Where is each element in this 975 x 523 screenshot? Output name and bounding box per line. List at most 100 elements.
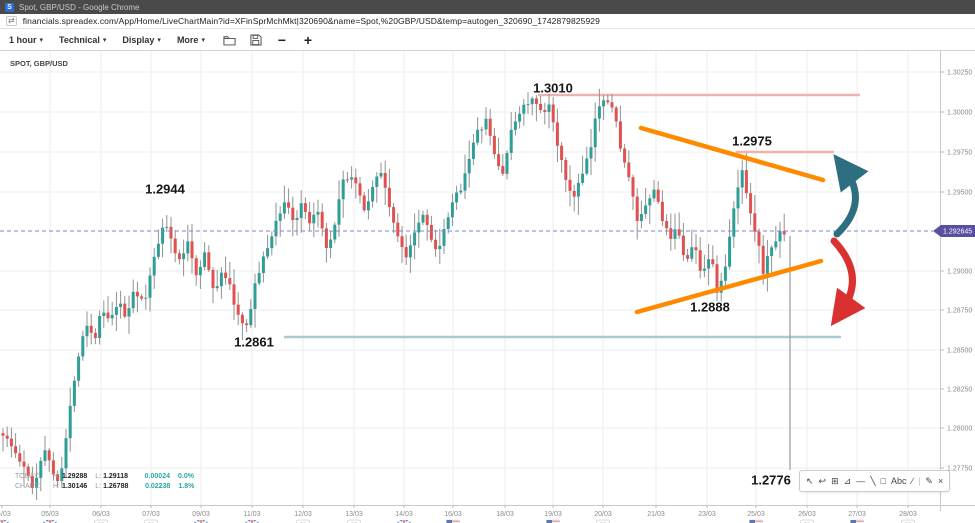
- candle-body: [774, 241, 778, 248]
- uk-flag-icon[interactable]: [193, 519, 209, 523]
- low-label: L:: [95, 473, 102, 480]
- open-chart-icon[interactable]: [223, 33, 237, 47]
- trendline[interactable]: [638, 125, 826, 183]
- candle-body: [778, 231, 782, 242]
- chart-high-value: 1.30146: [61, 483, 88, 490]
- more-dropdown[interactable]: More ▾: [177, 35, 205, 45]
- us-flag-icon[interactable]: [546, 519, 560, 523]
- candle-body: [513, 121, 517, 130]
- technical-dropdown-label: Technical: [59, 34, 100, 45]
- price-axis-tick: 1.30000: [947, 110, 972, 117]
- diagonal-line-icon[interactable]: ∕: [911, 476, 914, 486]
- candle-body: [593, 118, 597, 148]
- candle-body: [303, 203, 307, 212]
- candle-body: [387, 187, 391, 208]
- us-flag-icon[interactable]: [446, 519, 460, 523]
- save-chart-icon[interactable]: [249, 33, 263, 47]
- price-annotation-label[interactable]: 1.2776: [750, 471, 793, 489]
- text-icon[interactable]: Abc: [891, 476, 907, 486]
- us-flag-icon[interactable]: [850, 519, 864, 523]
- candle-body: [119, 303, 123, 307]
- candle-body: [249, 308, 253, 326]
- today-label: TODAY:: [15, 473, 41, 480]
- candle-body: [22, 461, 26, 467]
- candle-body: [56, 474, 60, 482]
- url-bar[interactable]: ⇄ financials.spreadex.com/App/Home/LiveC…: [0, 14, 975, 29]
- technical-dropdown[interactable]: Technical ▾: [59, 35, 106, 45]
- grid-icon[interactable]: ⊞: [831, 476, 839, 486]
- url-text[interactable]: financials.spreadex.com/App/Home/LiveCha…: [22, 16, 600, 26]
- candle-body: [753, 213, 757, 232]
- date-axis-tick: 28/03: [899, 511, 917, 518]
- candle-body: [413, 232, 417, 246]
- today-stats-row: TODAY: H: 1.29288 L: 1.29118 0.00024 0.0…: [15, 472, 194, 482]
- candle-body: [488, 118, 492, 136]
- candle-body: [585, 158, 589, 174]
- curve-icon[interactable]: ↩: [818, 476, 827, 486]
- tab-switcher-icon[interactable]: ⇄: [6, 16, 17, 26]
- candle-body: [467, 158, 471, 174]
- us-flag-icon[interactable]: [749, 519, 763, 523]
- candlestick-chart[interactable]: 1.2944 1.3010 1.2975 1.2888 1.2861 1.2776 1.30…: [0, 51, 975, 523]
- candle-body: [203, 252, 207, 267]
- rectangle-icon[interactable]: □: [880, 476, 887, 486]
- uk-flag-icon[interactable]: [396, 519, 412, 523]
- uk-flag-icon[interactable]: [0, 519, 10, 523]
- candle-body: [681, 235, 685, 255]
- candle-body: [665, 221, 669, 229]
- close-icon[interactable]: ×: [937, 476, 944, 486]
- zoom-in-icon[interactable]: +: [303, 31, 313, 48]
- price-annotation-label[interactable]: 1.2975: [731, 132, 774, 150]
- chart-area[interactable]: 1.2944 1.3010 1.2975 1.2888 1.2861 1.2776 1.30…: [0, 51, 975, 523]
- more-dropdown-label: More: [176, 34, 199, 45]
- candle-body: [459, 190, 463, 193]
- candle-body: [455, 192, 459, 203]
- candle-body: [333, 224, 337, 240]
- price-annotation-label[interactable]: 1.2944: [144, 180, 188, 198]
- date-axis-tick: 25/03: [747, 511, 765, 518]
- date-axis-tick: 20/03: [594, 511, 612, 518]
- caret-down-icon: ▾: [102, 36, 107, 44]
- trendline[interactable]: [634, 258, 824, 315]
- candle-body: [627, 162, 631, 178]
- date-axis-tick: 21/03: [647, 511, 665, 518]
- price-annotation-label[interactable]: 1.3010: [532, 79, 575, 97]
- segment-icon[interactable]: ╲: [870, 476, 876, 486]
- candle-body: [9, 438, 13, 447]
- price-annotation-label[interactable]: 1.2861: [233, 333, 276, 351]
- date-axis-tick: 23/03: [698, 511, 716, 518]
- pointer-icon[interactable]: ↖: [806, 476, 814, 486]
- date-axis-tick: 05/03: [41, 511, 59, 518]
- candle-body: [501, 166, 505, 174]
- bullish-curved-arrow[interactable]: [833, 154, 869, 238]
- date-axis-tick: 06/03: [92, 511, 110, 518]
- candle-body: [530, 98, 534, 105]
- candle-body: [211, 269, 215, 289]
- bearish-curved-arrow[interactable]: [830, 237, 866, 327]
- date-axis-tick: 11/03: [244, 511, 261, 518]
- pencil-icon[interactable]: ✎: [925, 476, 933, 486]
- candle-body: [228, 278, 232, 285]
- price-axis-tick: 1.30250: [947, 70, 972, 77]
- timeframe-dropdown[interactable]: 1 hour ▾: [9, 35, 43, 45]
- candle-body: [652, 189, 656, 199]
- candle-body: [509, 129, 513, 153]
- uk-flag-icon[interactable]: [244, 519, 260, 523]
- zoom-out-icon[interactable]: −: [277, 31, 287, 48]
- candle-body: [341, 179, 345, 200]
- horizontal-line-icon[interactable]: —: [856, 476, 866, 486]
- candle-body: [18, 453, 22, 462]
- candle-body: [497, 154, 501, 167]
- candle-body: [711, 259, 715, 265]
- trendline-icon[interactable]: ⊿: [843, 476, 852, 486]
- display-dropdown[interactable]: Display ▾: [122, 35, 161, 45]
- uk-flag-icon[interactable]: [42, 519, 58, 523]
- price-annotation-label[interactable]: 1.2888: [689, 298, 732, 316]
- candle-body: [782, 231, 786, 235]
- candle-body: [362, 195, 366, 211]
- candle-body: [547, 104, 551, 112]
- candle-body: [589, 147, 593, 159]
- candle-body: [518, 113, 522, 122]
- candle-body: [64, 438, 68, 469]
- candle-body: [736, 187, 740, 209]
